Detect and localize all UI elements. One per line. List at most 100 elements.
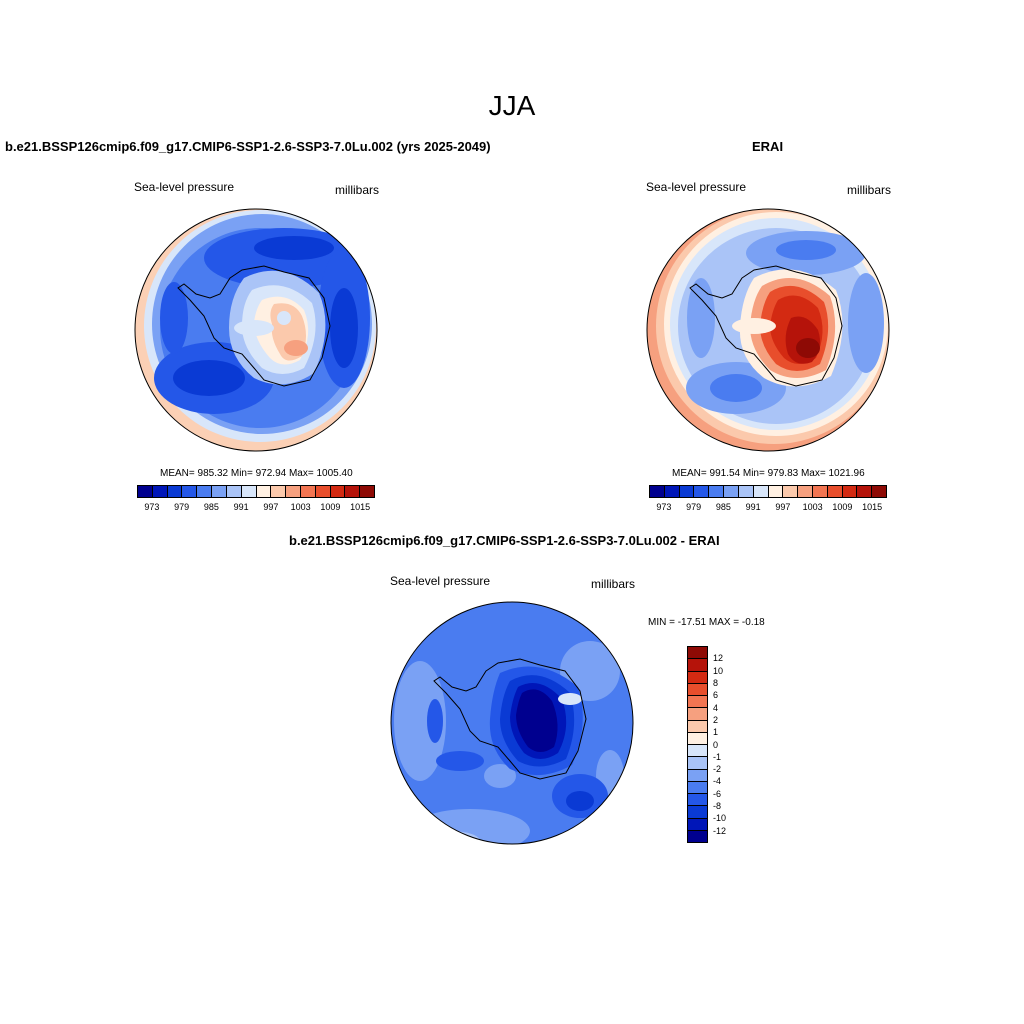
model-colorbar-box bbox=[286, 486, 301, 497]
obs-colorbar-box bbox=[724, 486, 739, 497]
obs-colorbar-box bbox=[872, 486, 886, 497]
obs-colorbar-box bbox=[679, 486, 695, 497]
model-field-southpole bbox=[277, 311, 291, 325]
diff-colorbar-box bbox=[688, 830, 707, 842]
model-colorbar-box bbox=[197, 486, 213, 497]
obs-colorbar-tick-label: 991 bbox=[745, 502, 761, 512]
obs-field-low5 bbox=[776, 240, 836, 260]
obs-field-ridge bbox=[732, 318, 776, 334]
diff-colorbar-box bbox=[688, 757, 707, 770]
obs-colorbar-tick-label: 1003 bbox=[802, 502, 823, 512]
diff-colorbar-tick-label: -2 bbox=[713, 764, 722, 775]
obs-colorbar-box bbox=[812, 486, 828, 497]
model-field-low6 bbox=[173, 360, 245, 396]
diff-field-weak4 bbox=[484, 764, 516, 788]
diff-variable-label: Sea-level pressure bbox=[390, 574, 491, 588]
diff-colorbar-tick-label: 10 bbox=[713, 665, 724, 676]
model-colorbar-box bbox=[315, 486, 331, 497]
model-units-label: millibars bbox=[335, 183, 380, 197]
diff-colorbar-tick-label: 6 bbox=[713, 690, 719, 701]
obs-field-low2 bbox=[848, 273, 884, 373]
diff-colorbar-box bbox=[688, 818, 707, 831]
obs-colorbar-box bbox=[753, 486, 769, 497]
obs-variable-label: Sea-level pressure bbox=[646, 180, 747, 194]
model-colorbar-box bbox=[226, 486, 242, 497]
obs-colorbar-box bbox=[783, 486, 799, 497]
model-polar-map bbox=[134, 208, 378, 452]
model-stats: MEAN= 985.32 Min= 972.94 Max= 1005.40 bbox=[160, 468, 353, 479]
obs-colorbar-box bbox=[664, 486, 680, 497]
diff-colorbar-tick-label: 4 bbox=[713, 702, 719, 713]
model-colorbar-tick-label: 991 bbox=[233, 502, 249, 512]
model-colorbar-ticks: 973 979 985 991 997 1003 1009 1015 bbox=[137, 502, 375, 514]
diff-field-low1 bbox=[427, 699, 443, 743]
model-variable-label: Sea-level pressure bbox=[134, 180, 235, 194]
obs-map-border bbox=[646, 208, 890, 452]
obs-colorbar-tick-label: 973 bbox=[656, 502, 672, 512]
obs-colorbar-box bbox=[709, 486, 725, 497]
obs-polar-map bbox=[646, 208, 890, 452]
obs-field-low6 bbox=[710, 374, 762, 402]
obs-units-label: millibars bbox=[847, 183, 892, 197]
diff-colorbar bbox=[687, 646, 708, 843]
diff-colorbar-tick-label: -8 bbox=[713, 801, 722, 812]
diff-field-continent-min bbox=[516, 689, 558, 752]
obs-colorbar-tick-label: 985 bbox=[715, 502, 731, 512]
obs-colorbar bbox=[649, 485, 887, 498]
model-colorbar-box bbox=[256, 486, 272, 497]
obs-colorbar-box bbox=[798, 486, 813, 497]
diff-field-weak3 bbox=[410, 809, 530, 844]
diff-colorbar-box bbox=[688, 659, 707, 672]
obs-colorbar-box bbox=[857, 486, 873, 497]
model-colorbar-box bbox=[360, 486, 374, 497]
obs-colorbar-box bbox=[738, 486, 754, 497]
obs-field-peak bbox=[796, 338, 820, 358]
diff-colorbar-box bbox=[688, 806, 707, 819]
diff-colorbar-tick-label: 0 bbox=[713, 739, 719, 750]
diff-field-weak1 bbox=[394, 661, 446, 781]
model-field-low5 bbox=[330, 288, 358, 368]
obs-colorbar-tick-label: 979 bbox=[686, 502, 702, 512]
diff-colorbar-tick-label: -10 bbox=[713, 813, 727, 824]
diff-colorbar-box bbox=[688, 696, 707, 709]
obs-colorbar-box bbox=[694, 486, 710, 497]
diff-polar-map bbox=[390, 601, 634, 845]
diff-colorbar-box bbox=[688, 781, 707, 794]
diff-colorbar-tick-label: 12 bbox=[713, 653, 724, 664]
obs-panel-title: ERAI bbox=[752, 139, 784, 154]
obs-field-low4 bbox=[687, 278, 715, 358]
diff-colorbar-box bbox=[688, 671, 707, 684]
obs-colorbar-box bbox=[842, 486, 858, 497]
diff-field-low2 bbox=[436, 751, 484, 771]
diff-field-weak-coast bbox=[558, 693, 582, 705]
diff-colorbar-ticks: 12 10 8 6 4 2 1 0 -1 -2 -4 -6 -8 -10 -12 bbox=[713, 646, 743, 843]
model-colorbar-box bbox=[212, 486, 227, 497]
model-field-ridge bbox=[234, 320, 274, 336]
model-field-low7 bbox=[160, 282, 188, 354]
model-colorbar-box bbox=[167, 486, 183, 497]
model-colorbar-box bbox=[345, 486, 361, 497]
diff-panel-title: b.e21.BSSP126cmip6.f09_g17.CMIP6-SSP1-2.… bbox=[289, 533, 720, 548]
figure-title: JJA bbox=[488, 90, 536, 121]
diff-colorbar-tick-label: -6 bbox=[713, 788, 722, 799]
model-field-peak bbox=[284, 340, 308, 356]
model-colorbar-box bbox=[241, 486, 257, 497]
model-panel-title: b.e21.BSSP126cmip6.f09_g17.CMIP6-SSP1-2.… bbox=[5, 139, 491, 154]
model-colorbar-tick-label: 1003 bbox=[290, 502, 311, 512]
obs-colorbar-tick-label: 1009 bbox=[832, 502, 853, 512]
diff-colorbar-box bbox=[688, 683, 707, 696]
obs-colorbar-box bbox=[650, 486, 665, 497]
diff-colorbar-tick-label: 2 bbox=[713, 714, 719, 725]
model-colorbar-tick-label: 997 bbox=[263, 502, 279, 512]
diff-colorbar-box bbox=[688, 720, 707, 733]
obs-colorbar-tick-label: 997 bbox=[775, 502, 791, 512]
diff-colorbar-tick-label: -12 bbox=[713, 825, 727, 836]
diff-stats: MIN = -17.51 MAX = -0.18 bbox=[648, 617, 765, 628]
model-colorbar-box bbox=[182, 486, 198, 497]
model-colorbar-tick-label: 973 bbox=[144, 502, 160, 512]
diff-colorbar-tick-label: 1 bbox=[713, 727, 719, 738]
diff-colorbar-box bbox=[688, 794, 707, 807]
model-map-border bbox=[134, 208, 378, 452]
model-colorbar bbox=[137, 485, 375, 498]
obs-colorbar-box bbox=[827, 486, 843, 497]
